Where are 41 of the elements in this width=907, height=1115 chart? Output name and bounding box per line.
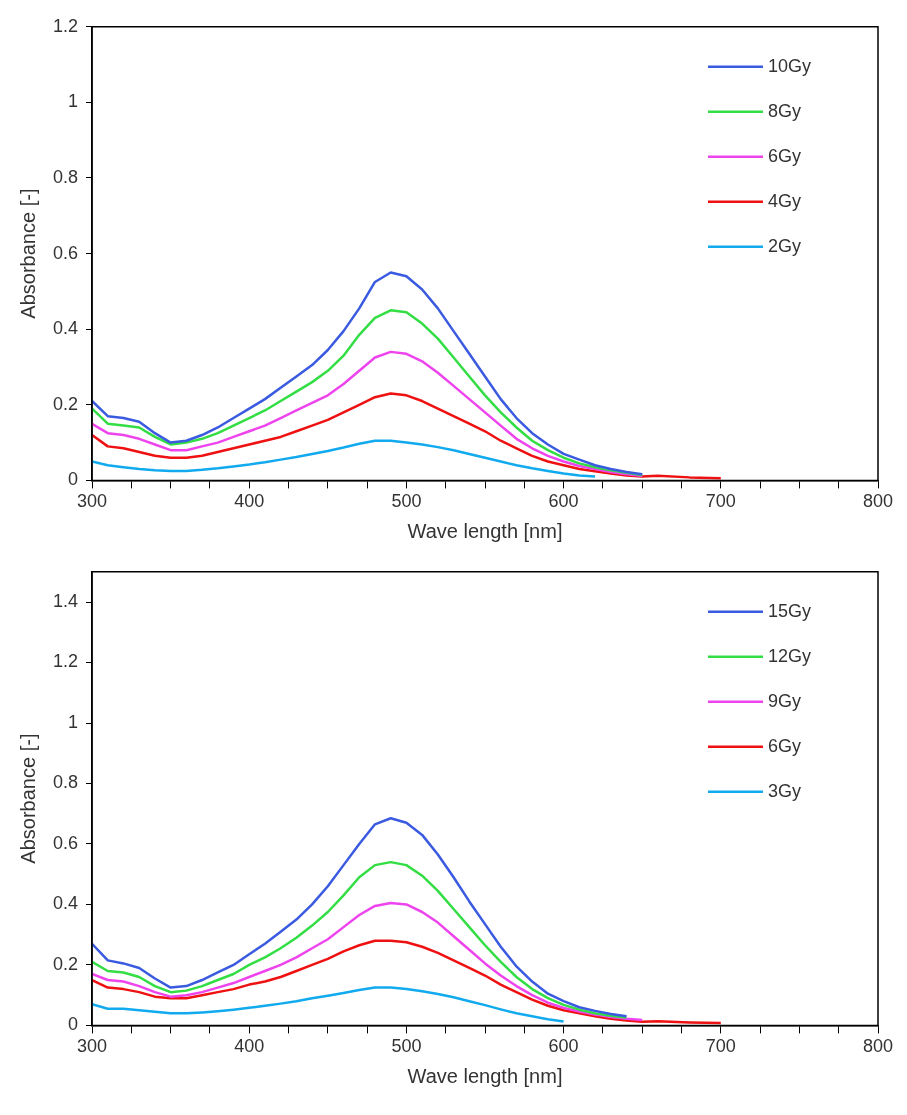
x-axis-title: Wave length [nm] — [407, 1064, 563, 1087]
x-tick-label: 800 — [862, 491, 894, 512]
x-tick-label: 600 — [548, 491, 579, 512]
legend-label: 12Gy — [768, 645, 812, 666]
x-tick-label: 700 — [705, 491, 736, 512]
y-tick-label: 0 — [68, 1014, 79, 1035]
x-tick-label: 500 — [391, 1036, 422, 1057]
y-tick-label: 0 — [68, 469, 79, 490]
x-tick-label: 700 — [705, 1036, 736, 1057]
x-tick-label: 500 — [391, 491, 422, 512]
y-axis-title: Absorbance [-] — [16, 733, 39, 864]
y-tick-label: 0.2 — [52, 953, 79, 974]
legend-label: 10Gy — [768, 55, 812, 76]
legend-label: 2Gy — [768, 235, 802, 256]
y-tick-label: 1.4 — [52, 591, 79, 612]
y-tick-label: 0.8 — [52, 166, 79, 187]
x-tick-label: 400 — [234, 491, 265, 512]
legend-label: 9Gy — [768, 690, 802, 711]
y-tick-label: 1 — [68, 711, 79, 732]
x-tick-label: 800 — [862, 1036, 894, 1057]
y-tick-label: 0.6 — [52, 832, 79, 853]
x-tick-label: 400 — [234, 1036, 265, 1057]
y-tick-label: 0.8 — [52, 772, 79, 793]
legend-label: 8Gy — [768, 100, 802, 121]
y-axis-title: Absorbance [-] — [16, 188, 39, 319]
x-tick-label: 300 — [77, 491, 108, 512]
y-tick-label: 1.2 — [52, 15, 79, 36]
x-axis-title: Wave length [nm] — [407, 519, 563, 542]
y-tick-label: 0.4 — [52, 893, 79, 914]
legend-label: 4Gy — [768, 190, 802, 211]
y-tick-label: 0.6 — [52, 242, 79, 263]
x-tick-label: 300 — [77, 1036, 108, 1057]
y-tick-label: 0.4 — [52, 318, 79, 339]
legend-label: 3Gy — [768, 780, 802, 801]
y-tick-label: 0.2 — [52, 393, 79, 414]
x-tick-label: 600 — [548, 1036, 579, 1057]
y-tick-label: 1 — [68, 91, 79, 112]
legend-label: 6Gy — [768, 145, 802, 166]
y-tick-label: 1.2 — [52, 651, 79, 672]
legend-label: 6Gy — [768, 735, 802, 756]
legend-label: 15Gy — [768, 600, 812, 621]
